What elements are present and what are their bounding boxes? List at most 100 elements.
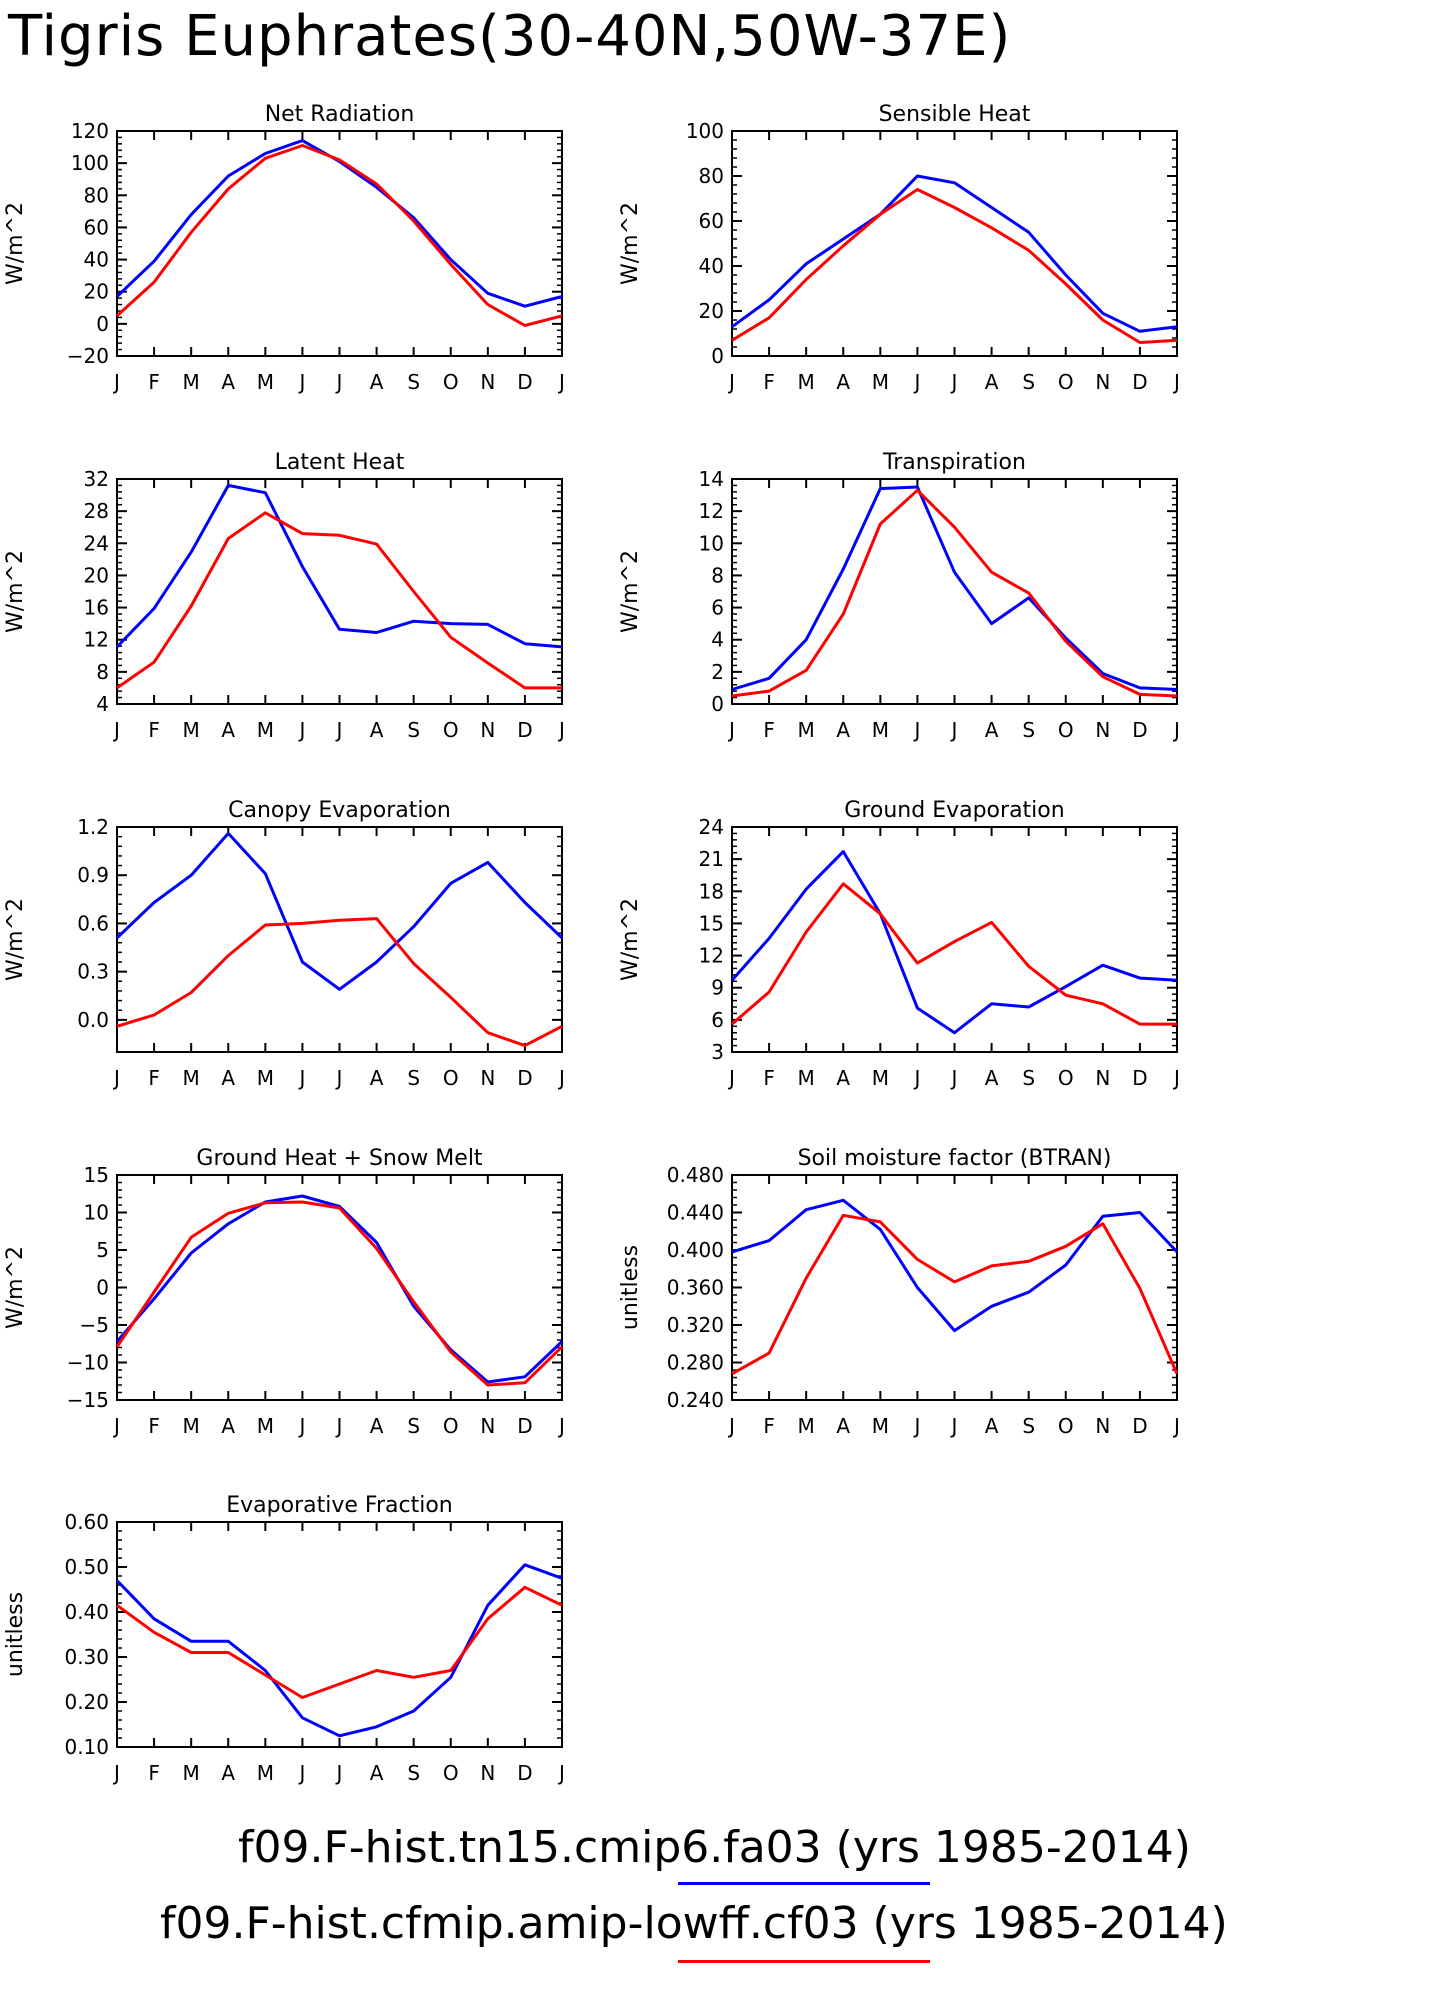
panel-2-frame [731, 130, 1178, 357]
panel-2-series-2-line [731, 188, 1178, 344]
panel-8-xtick-label: J [912, 1414, 920, 1438]
panel-1-ylabel: W/m^2 [3, 202, 28, 285]
figure-title: Tigris Euphrates(30-40N,50W-37E) [8, 4, 1012, 69]
panel-1-xtick-label: S [407, 370, 420, 394]
panel-4-xtick-label: A [985, 718, 999, 742]
panel-8-xtick-label: D [1132, 1414, 1147, 1438]
panel-1-xtick-label: M [183, 370, 200, 394]
panel-3-xtick-label: J [557, 718, 565, 742]
panel-4-xtick-label: M [872, 718, 889, 742]
panel-4-ytick-label: 10 [699, 531, 724, 555]
panel-5-xtick-label: O [443, 1066, 459, 1090]
panel-8-ytick-label: 0.440 [667, 1201, 724, 1225]
panel-4-xtick-label: J [1172, 718, 1180, 742]
panel-9-xtick-label: O [443, 1761, 459, 1785]
panel-7-ytick-label: 15 [84, 1163, 109, 1187]
panel-8-ytick-label: 0.320 [667, 1313, 724, 1337]
panel-2-xtick-label: M [872, 370, 889, 394]
panel-3-xtick-label: D [517, 718, 532, 742]
panel-2-xtick-label: J [912, 370, 920, 394]
panel-2-xtick-label: S [1022, 370, 1035, 394]
panel-9-xtick-label: N [480, 1761, 495, 1785]
panel-9-xtick-label: S [407, 1761, 420, 1785]
panel-3-ytick-label: 12 [84, 628, 109, 652]
panel-7-title: Ground Heat + Snow Melt [196, 1146, 483, 1171]
panel-4-ytick-label: 12 [699, 499, 724, 523]
panel-2-series-1-line [731, 174, 1178, 333]
panel-8-ylabel: unitless [618, 1245, 643, 1330]
panel-7-ylabel: W/m^2 [3, 1246, 28, 1329]
panel-3-ytick-label: 28 [84, 499, 109, 523]
panel-6-xtick-label: J [727, 1066, 735, 1090]
panel-1-xtick-label: J [557, 370, 565, 394]
panel-7-ytick-label: −10 [67, 1351, 109, 1375]
panel-7-xtick-label: F [148, 1414, 160, 1438]
panel-8-series-2-line [731, 1213, 1179, 1376]
panel-1-ytick-label: 100 [71, 151, 109, 175]
panel-9-ytick-label: 0.20 [64, 1690, 109, 1714]
panel-1-xtick-label: O [443, 370, 459, 394]
panel-4-xtick-label: A [836, 718, 850, 742]
panel-9-ytick-label: 0.50 [64, 1555, 109, 1579]
panel-9-xtick-label: J [297, 1761, 305, 1785]
panel-5-ylabel: W/m^2 [3, 898, 28, 981]
panel-9-xtick-label: F [148, 1761, 160, 1785]
panel-1-ytick-label: 120 [71, 119, 109, 143]
panel-9-xtick-label: A [370, 1761, 384, 1785]
panel-9-frame [116, 1521, 563, 1748]
panel-8-xtick-label: A [985, 1414, 999, 1438]
panel-6-xtick-label: A [985, 1066, 999, 1090]
panel-2-xtick-label: O [1058, 370, 1074, 394]
panel-3-title: Latent Heat [275, 450, 405, 475]
panel-5-title: Canopy Evaporation [228, 798, 451, 823]
panel-1-xtick-label: J [112, 370, 120, 394]
panel-5-xtick-label: F [148, 1066, 160, 1090]
panel-2-xtick-label: F [763, 370, 775, 394]
panel-4-ytick-label: 0 [711, 692, 724, 716]
panel-8-title: Soil moisture factor (BTRAN) [798, 1146, 1112, 1171]
legend-label-2: f09.F-hist.cfmip.amip-lowff.cf03 (yrs 19… [160, 1898, 1228, 1949]
panel-5-xtick-label: A [370, 1066, 384, 1090]
panel-1-ytick-label: −20 [67, 344, 109, 368]
panel-2-ytick-label: 80 [699, 164, 724, 188]
panel-6-xtick-label: J [912, 1066, 920, 1090]
panel-8-xtick-label: S [1022, 1414, 1035, 1438]
panel-3-xtick-label: F [148, 718, 160, 742]
panel-3-xtick-label: N [480, 718, 495, 742]
panel-6-ytick-label: 24 [699, 815, 724, 839]
panel-5-xtick-label: A [221, 1066, 235, 1090]
panel-1-series-2-line [115, 144, 563, 327]
panel-8-frame [731, 1174, 1178, 1401]
panel-3-xtick-label: O [443, 718, 459, 742]
panel-1-xtick-label: A [221, 370, 235, 394]
panel-3-series-2-line [116, 511, 562, 690]
panel-9-title: Evaporative Fraction [226, 1493, 452, 1518]
panel-7-xtick-label: J [297, 1414, 305, 1438]
panel-6-series-1-line [730, 850, 1178, 1035]
panel-7-xtick-label: O [443, 1414, 459, 1438]
panel-5-ytick-label: 1.2 [77, 815, 109, 839]
panel-5-ytick-label: 0.6 [77, 911, 109, 935]
panel-9-ytick-label: 0.40 [64, 1600, 109, 1624]
panel-4-ytick-label: 6 [711, 596, 724, 620]
panel-3-frame [116, 478, 563, 705]
panel-7-xtick-label: A [221, 1414, 235, 1438]
panel-7-xtick-label: D [517, 1414, 532, 1438]
panel-8-xtick-label: M [798, 1414, 815, 1438]
panel-2-xtick-label: A [836, 370, 850, 394]
panel-4-xtick-label: J [912, 718, 920, 742]
panel-1-ytick-label: 80 [84, 183, 109, 207]
panel-9-xtick-label: J [335, 1761, 343, 1785]
panel-2-xtick-label: A [985, 370, 999, 394]
panel-6-ytick-label: 18 [699, 879, 724, 903]
panel-5-ytick-label: 0.0 [77, 1008, 109, 1032]
panel-2-ytick-label: 0 [711, 344, 724, 368]
panel-1-title: Net Radiation [265, 102, 415, 127]
panel-7-ytick-label: −15 [67, 1388, 109, 1412]
panel-3-ylabel: W/m^2 [3, 550, 28, 633]
panel-9-ytick-label: 0.60 [64, 1510, 109, 1534]
panel-5-series-2-line [116, 917, 563, 1048]
panel-6-xtick-label: J [1172, 1066, 1180, 1090]
panel-9-ylabel: unitless [3, 1592, 28, 1677]
